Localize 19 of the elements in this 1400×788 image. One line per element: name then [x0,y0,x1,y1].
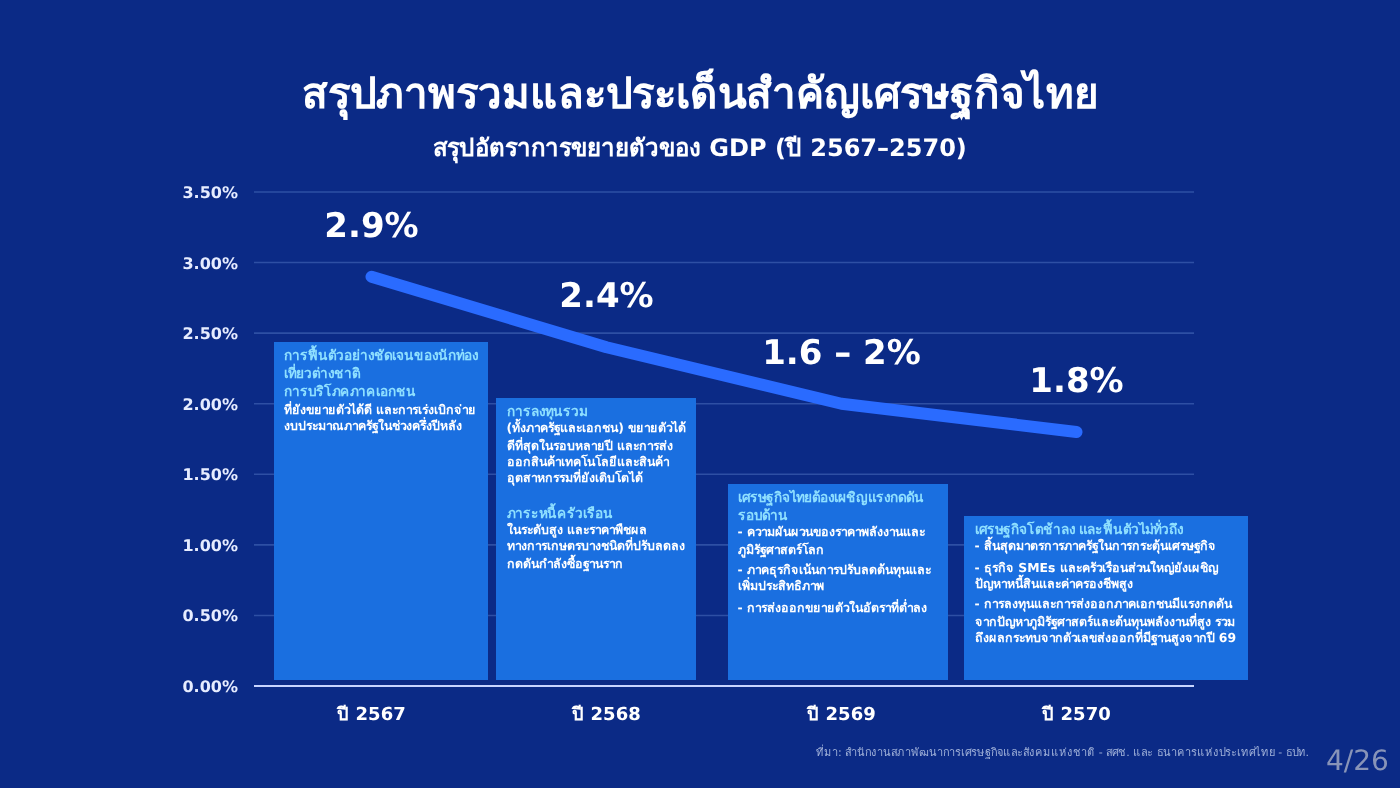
x-tick-label: ปี 2569 [805,704,876,726]
data-label: 1.8% [1029,361,1124,402]
y-tick-label: 3.00% [182,254,238,273]
x-tick-label: ปี 2567 [335,704,406,726]
data-label: 2.9% [324,206,419,247]
y-tick-label: 1.00% [182,536,238,555]
text: 4/26 [1326,746,1389,778]
y-tick-label: 0.50% [182,607,238,626]
x-tick-label: ปี 2570 [1040,704,1111,726]
y-tick-label: 3.50% [182,184,238,202]
y-tick-label: 0.00% [182,678,238,696]
annotation: 1.6 – 2% [762,333,921,374]
y-tick-label: 1.50% [182,466,238,485]
chart-subtitle: สรุปอัตราการขยายตัวของ GDP (ปี 2567–2570) [433,132,967,166]
data-label: 2.4% [559,277,654,318]
chart-title: สรุปภาพรวมและประเด็นสำคัญเศรษฐกิจไทย [302,66,1098,124]
y-tick-label: 2.50% [182,325,238,344]
x-tick-label: ปี 2568 [570,704,641,726]
y-tick-label: 2.00% [182,395,238,414]
